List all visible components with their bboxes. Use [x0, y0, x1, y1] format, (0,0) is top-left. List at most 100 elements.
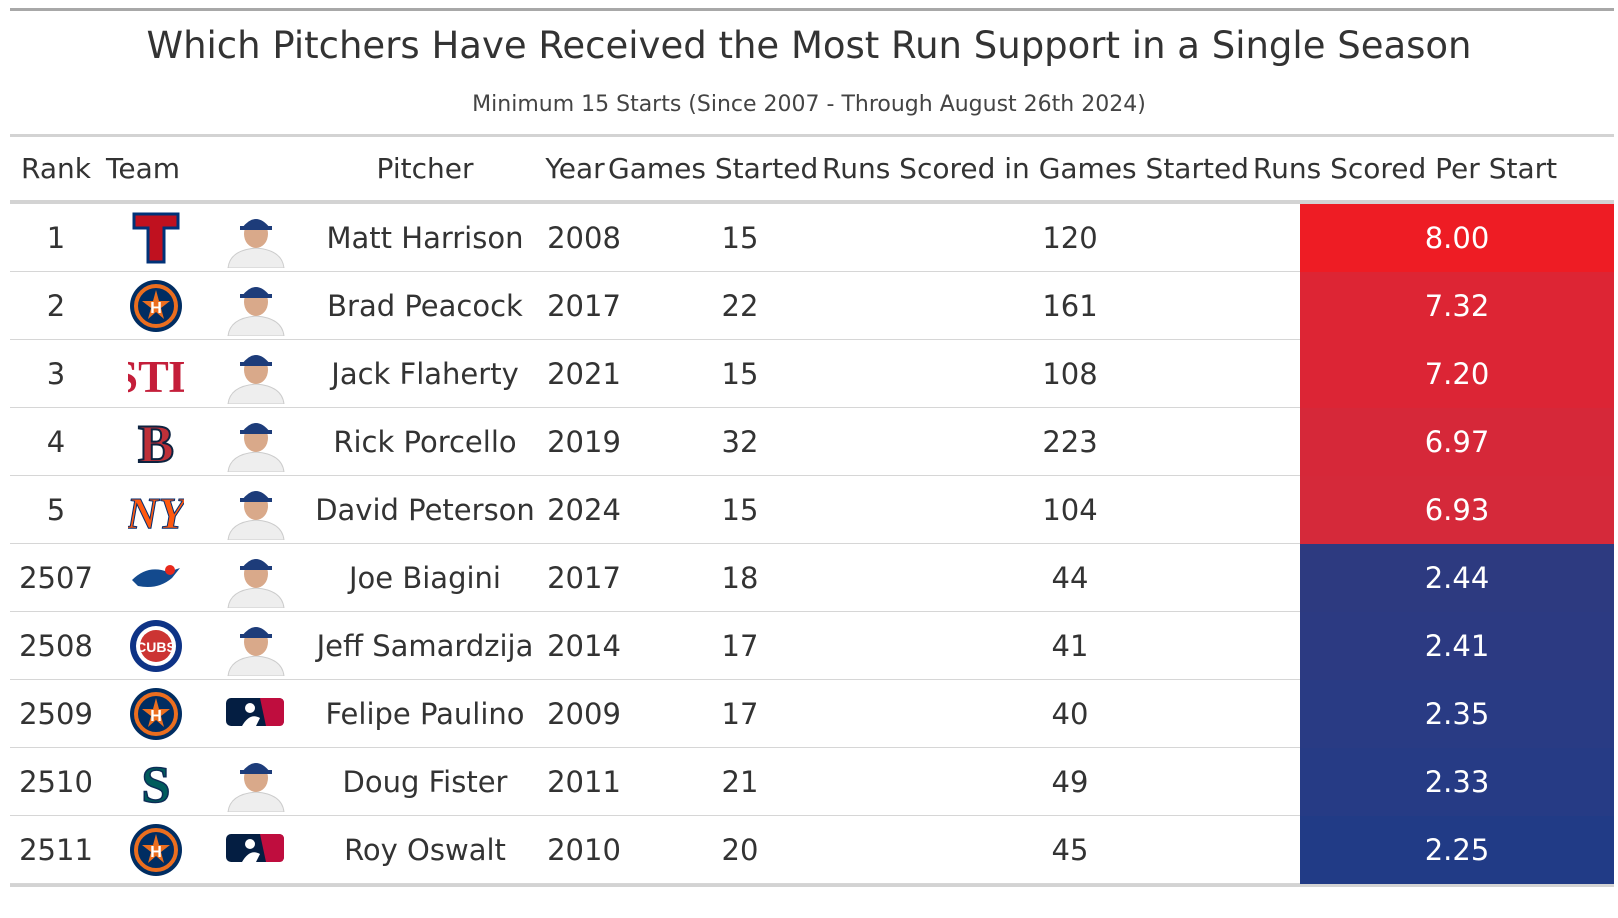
- games-started-cell: 18: [721, 561, 759, 595]
- year-cell: 2021: [547, 357, 621, 391]
- pitcher-name-cell: Roy Oswalt: [344, 833, 506, 867]
- year-cell: 2008: [547, 221, 621, 255]
- bottom-rule: [10, 884, 1614, 887]
- rank-cell: 2509: [19, 697, 93, 731]
- table-row: 5 NY David Peterson 2024 15 104 6.93: [10, 476, 1614, 544]
- red-sox-logo: B: [128, 413, 184, 475]
- runs-per-start-cell: 6.93: [1300, 476, 1614, 544]
- table-row: 1 Matt Harrison 2008 15 120 8.00: [10, 204, 1614, 272]
- cubs-logo: CUBS: [128, 618, 184, 674]
- year-cell: 2010: [547, 833, 621, 867]
- header-top-rule: [10, 134, 1614, 137]
- runs-scored-cell: 104: [1042, 493, 1098, 527]
- rank-cell: 5: [46, 493, 66, 527]
- svg-text:H: H: [150, 300, 162, 317]
- mlb-logo: [220, 820, 292, 880]
- svg-text:S: S: [142, 757, 171, 810]
- runs-per-start-cell: 7.20: [1300, 340, 1614, 408]
- player-headshot: [220, 480, 292, 541]
- table-row: 2509 H Felipe Paulino 2009 17 40 2.35: [10, 680, 1614, 748]
- games-started-cell: 17: [721, 697, 759, 731]
- rank-cell: 2508: [19, 629, 93, 663]
- rank-cell: 2: [46, 289, 66, 323]
- astros-logo: H: [128, 822, 184, 878]
- year-cell: 2017: [547, 289, 621, 323]
- table-row: 2510 S Doug Fister 2011 21 49 2.33: [10, 748, 1614, 816]
- pitcher-name-cell: Jack Flaherty: [331, 357, 519, 391]
- column-header-games-started: Games Started: [608, 152, 819, 185]
- games-started-cell: 32: [721, 425, 759, 459]
- runs-per-start-cell: 2.33: [1300, 748, 1614, 816]
- mets-logo: NY: [125, 482, 190, 539]
- column-header-rank: Rank: [21, 152, 91, 185]
- rangers-logo: [128, 210, 184, 266]
- rank-cell: 4: [46, 425, 66, 459]
- table-row: 2 H Brad Peacock 2017 22 161 7.32: [10, 272, 1614, 340]
- svg-text:NY: NY: [128, 489, 184, 538]
- svg-text:H: H: [150, 844, 162, 861]
- pitcher-name-cell: Rick Porcello: [333, 425, 517, 459]
- runs-scored-cell: 45: [1051, 833, 1089, 867]
- rank-cell: 3: [46, 357, 66, 391]
- table-row: 2508 CUBS Jeff Samardzija 2014 17 41 2.41: [10, 612, 1614, 680]
- player-headshot: [220, 616, 292, 677]
- games-started-cell: 17: [721, 629, 759, 663]
- header-bottom-rule: [10, 200, 1614, 204]
- runs-per-start-cell: 2.44: [1300, 544, 1614, 612]
- svg-text:B: B: [138, 414, 174, 470]
- rank-cell: 2507: [19, 561, 93, 595]
- year-cell: 2019: [547, 425, 621, 459]
- mlb-logo: [220, 684, 292, 744]
- rank-cell: 2511: [19, 833, 93, 867]
- runs-per-start-cell: 7.32: [1300, 272, 1614, 340]
- column-header-team: Team: [106, 152, 181, 185]
- pitcher-name-cell: Doug Fister: [342, 765, 508, 799]
- svg-text:CUBS: CUBS: [136, 639, 176, 655]
- mariners-logo: S: [128, 754, 184, 815]
- player-headshot: [220, 344, 292, 405]
- runs-per-start-cell: 6.97: [1300, 408, 1614, 476]
- pitcher-name-cell: Jeff Samardzija: [316, 629, 534, 663]
- column-header-runs-scored: Runs Scored in Games Started: [822, 152, 1249, 185]
- runs-scored-cell: 161: [1042, 289, 1098, 323]
- blue-jays-logo: [128, 550, 184, 606]
- year-cell: 2014: [547, 629, 621, 663]
- runs-scored-cell: 120: [1042, 221, 1098, 255]
- year-cell: 2024: [547, 493, 621, 527]
- table-row: 4 B Rick Porcello 2019 32 223 6.97: [10, 408, 1614, 476]
- runs-per-start-cell: 2.25: [1300, 816, 1614, 884]
- runs-scored-cell: 223: [1042, 425, 1098, 459]
- chart-title: Which Pitchers Have Received the Most Ru…: [146, 24, 1472, 67]
- player-headshot: [220, 412, 292, 473]
- column-header-year: Year: [545, 152, 605, 185]
- table-row: 2507 Joe Biagini 2017 18 44 2.44: [10, 544, 1614, 612]
- games-started-cell: 15: [721, 493, 759, 527]
- year-cell: 2017: [547, 561, 621, 595]
- runs-scored-cell: 40: [1051, 697, 1089, 731]
- player-headshot: [220, 548, 292, 609]
- table-header: Rank Team Pitcher Year Games Started Run…: [10, 140, 1614, 200]
- runs-scored-cell: 44: [1051, 561, 1089, 595]
- runs-per-start-cell: 2.35: [1300, 680, 1614, 748]
- pitcher-name-cell: David Peterson: [315, 493, 535, 527]
- runs-scored-cell: 108: [1042, 357, 1098, 391]
- games-started-cell: 21: [721, 765, 759, 799]
- games-started-cell: 15: [721, 357, 759, 391]
- svg-text:H: H: [150, 708, 162, 725]
- pitcher-name-cell: Brad Peacock: [327, 289, 523, 323]
- astros-logo: H: [128, 278, 184, 334]
- year-cell: 2011: [547, 765, 621, 799]
- player-headshot: [220, 208, 292, 269]
- runs-per-start-cell: 8.00: [1300, 204, 1614, 272]
- table-row: 2511 H Roy Oswalt 2010 20 45 2.25: [10, 816, 1614, 884]
- pitcher-name-cell: Matt Harrison: [326, 221, 524, 255]
- pitcher-name-cell: Joe Biagini: [349, 561, 501, 595]
- games-started-cell: 20: [721, 833, 759, 867]
- rank-cell: 2510: [19, 765, 93, 799]
- player-headshot: [220, 276, 292, 337]
- table-row: 3 STL Jack Flaherty 2021 15 108 7.20: [10, 340, 1614, 408]
- player-headshot: [220, 752, 292, 813]
- chart-subtitle: Minimum 15 Starts (Since 2007 - Through …: [472, 92, 1146, 117]
- cardinals-logo: STL: [113, 346, 200, 402]
- column-header-runs-per-start: Runs Scored Per Start: [1252, 152, 1558, 185]
